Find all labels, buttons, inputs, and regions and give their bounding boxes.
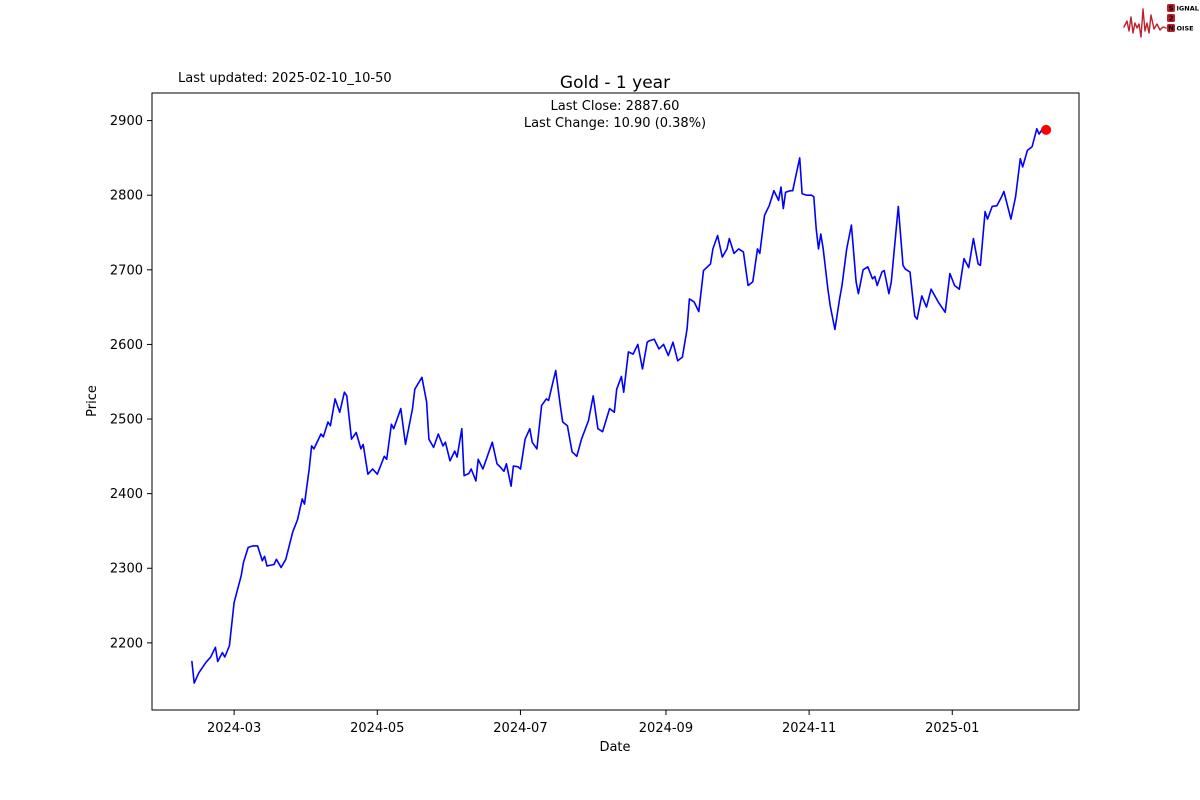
y-tick-label: 2800 <box>110 189 143 204</box>
logo-waveform-icon <box>1123 8 1167 38</box>
logo-letter-s: S <box>1168 5 1173 13</box>
x-tick-label: 2025-01 <box>925 721 979 736</box>
logo-letter-n: N <box>1168 25 1174 33</box>
chart-title: Gold - 1 year <box>560 73 670 93</box>
y-tick-label: 2600 <box>110 338 143 353</box>
x-tick-label: 2024-09 <box>639 721 693 736</box>
last-price-marker <box>1041 124 1052 135</box>
plot-area <box>151 92 1080 711</box>
x-tick-label: 2024-05 <box>350 721 404 736</box>
logo-box-s <box>1167 4 1175 12</box>
last-close-text: Last Close: 2887.60 <box>551 99 680 114</box>
x-tick-label: 2024-11 <box>782 721 836 736</box>
price-line-group <box>191 124 1052 684</box>
logo-word-signal-rest: IGNAL <box>1177 5 1199 13</box>
logo-box-n <box>1167 24 1175 32</box>
axis-ticks: 2024-03 2024-05 2024-07 2024-09 2024-11 2025-… <box>110 114 980 736</box>
y-tick-label: 2400 <box>110 487 143 502</box>
x-tick-label: 2024-03 <box>207 721 261 736</box>
logo-word-noise-rest: OISE <box>1177 25 1194 33</box>
x-axis-label: Date <box>599 740 630 755</box>
logo-letter-2: 2 <box>1169 15 1174 23</box>
y-axis-label: Price <box>85 385 100 417</box>
signal2noise-logo: S 2 N IGNAL OISE <box>1123 4 1199 38</box>
y-tick-label: 2500 <box>110 413 143 428</box>
y-tick-label: 2900 <box>110 114 143 129</box>
last-change-text: Last Change: 10.90 (0.38%) <box>524 116 706 131</box>
y-tick-label: 2300 <box>110 562 143 577</box>
last-updated-text: Last updated: 2025-02-10_10-50 <box>178 71 392 86</box>
price-line <box>191 126 1047 684</box>
y-tick-label: 2700 <box>110 263 143 278</box>
logo-box-2 <box>1167 14 1175 22</box>
x-tick-label: 2024-07 <box>493 721 547 736</box>
y-tick-label: 2200 <box>110 636 143 651</box>
